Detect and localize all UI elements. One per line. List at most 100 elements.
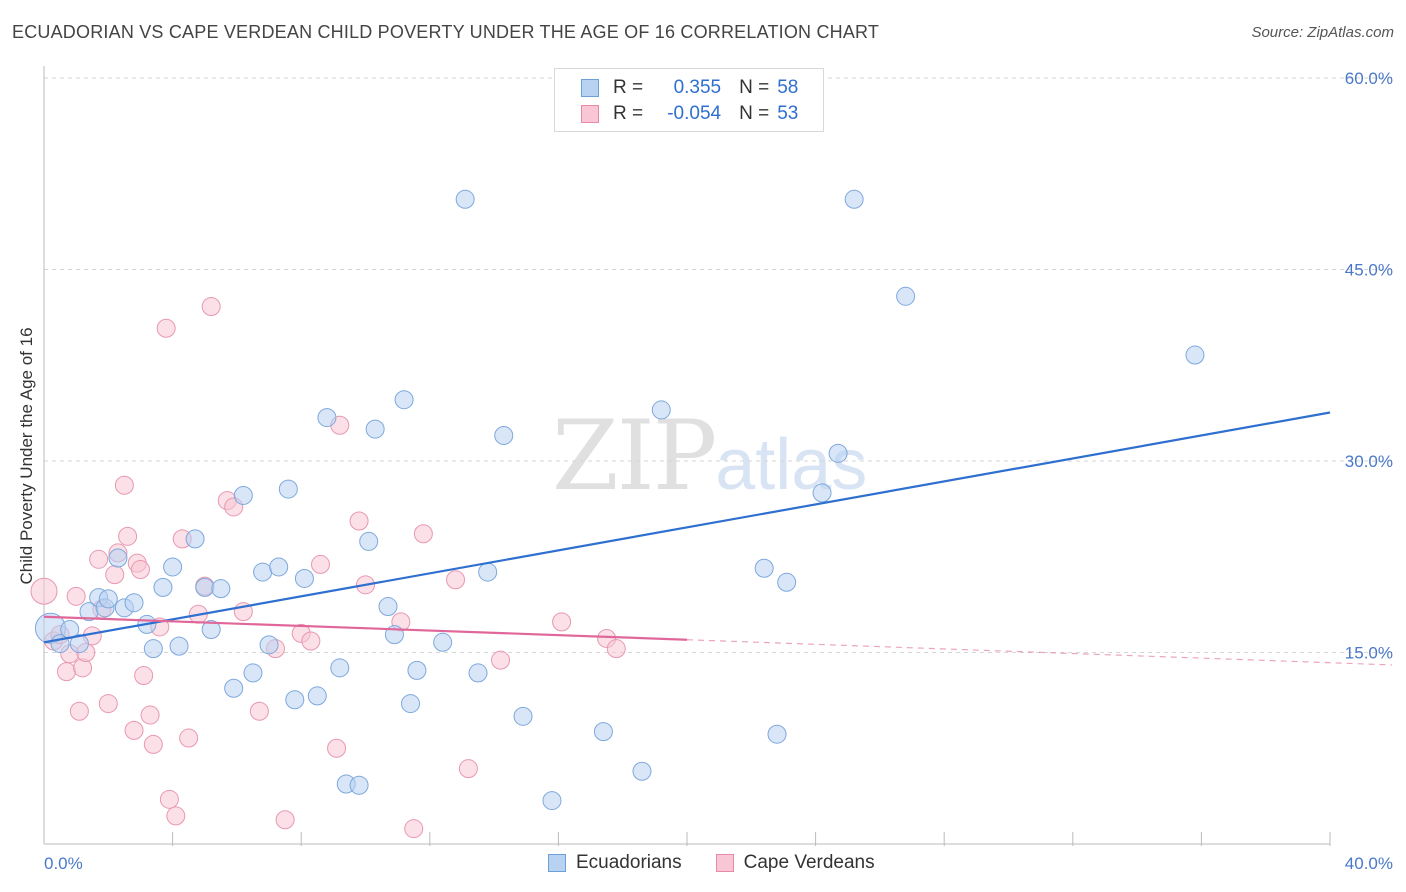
legend-row-ecuadorians: R = 0.355 N = 58 (581, 75, 798, 101)
cape-verdean-point (552, 612, 572, 632)
x-tick-label: 40.0% (1345, 854, 1393, 873)
cape-verdeans-points (30, 297, 626, 839)
series-legend-label: Cape Verdeans (743, 852, 875, 873)
cape-verdean-point (66, 586, 86, 606)
cape-verdean-point (413, 524, 433, 544)
legend-n-label: N = (739, 103, 770, 124)
cape-verdean-point (140, 705, 160, 725)
y-tick-label: 15.0% (1345, 644, 1393, 663)
ecuadorian-point (812, 483, 832, 503)
cape-verdean-point (98, 694, 118, 714)
ecuadorian-point (593, 722, 613, 742)
cape-verdean-point (179, 728, 199, 748)
series-legend-label: Ecuadorians (576, 852, 682, 873)
cape-verdean-point (118, 526, 138, 546)
cape-verdean-point (130, 560, 150, 580)
ecuadorian-point (201, 620, 221, 640)
cape-verdean-point (249, 701, 269, 721)
ecuadorian-point (269, 557, 289, 577)
cape-verdean-point (89, 549, 109, 569)
axes (43, 66, 1330, 845)
ecuadorian-point (468, 663, 488, 683)
x-ticks (172, 832, 1331, 846)
ecuadorian-point (407, 660, 427, 680)
ecuadorian-point (365, 419, 385, 439)
ecuadorian-point (828, 443, 848, 463)
ecuadorian-point (513, 706, 533, 726)
ecuadorian-point (401, 694, 421, 714)
cape-verdean-point (301, 631, 321, 651)
ecuadorian-point (330, 658, 350, 678)
ecuadorian-point (754, 558, 774, 578)
legend-row-cape-verdeans: R = -0.054 N = 53 (581, 101, 798, 127)
tick-labels: 15.0% 30.0% 45.0% 60.0% 0.0% 40.0% (44, 69, 1393, 873)
ecuadorian-point (651, 400, 671, 420)
legend-n-value: 53 (777, 103, 799, 124)
series-legend-ecuadorians[interactable]: Ecuadorians (548, 852, 682, 874)
cape-verdean-point (327, 738, 347, 758)
ecuadorian-point (153, 577, 173, 597)
legend-swatch-blue (581, 79, 599, 97)
cape-verdean-point (491, 650, 511, 670)
series-legend: Ecuadorians Cape Verdeans (548, 852, 909, 874)
ecuadorian-point (253, 562, 273, 582)
ecuadorian-point (317, 408, 337, 428)
series-legend-cape-verdeans[interactable]: Cape Verdeans (715, 852, 875, 874)
ecuadorian-point (896, 286, 916, 306)
legend-n-value: 58 (777, 77, 799, 98)
cape-verdean-point (310, 554, 330, 574)
watermark-zip: ZIP (552, 400, 717, 512)
ecuadorian-point (185, 529, 205, 549)
cape-verdean-point (458, 759, 478, 779)
ecuadorian-point (278, 479, 298, 499)
ecuadorians-trend-line (43, 411, 1331, 644)
legend-r-label: R = (613, 77, 644, 98)
watermark: ZIPatlas (552, 400, 867, 512)
ecuadorian-point (777, 572, 797, 592)
ecuadorian-point (1185, 345, 1205, 365)
ecuadorian-point (767, 724, 787, 744)
legend-swatch-blue (548, 854, 566, 872)
legend-n-label: N = (739, 77, 770, 98)
ecuadorian-point (233, 485, 253, 505)
ecuadorian-point (163, 557, 183, 577)
ecuadorian-point (542, 791, 562, 811)
ecuadorian-point (169, 636, 189, 656)
ecuadorian-point (243, 663, 263, 683)
chart-title: ECUADORIAN VS CAPE VERDEAN CHILD POVERTY… (12, 22, 880, 42)
ecuadorian-point (195, 577, 215, 597)
cape-verdean-point (201, 297, 221, 317)
cape-verdean-point (69, 701, 89, 721)
cape-verdean-point (30, 577, 58, 605)
ecuadorian-point (143, 639, 163, 659)
grid-lines (44, 77, 1392, 653)
ecuadorian-point (478, 562, 498, 582)
ecuadorian-point (124, 593, 144, 613)
ecuadorian-point (98, 589, 118, 609)
ecuadorian-point (378, 597, 398, 617)
legend-swatch-pink (715, 854, 734, 872)
cape-verdean-point (105, 565, 125, 585)
cape-verdean-point (166, 806, 186, 826)
legend-r-value: -0.054 (667, 103, 722, 124)
ecuadorian-point (211, 579, 231, 599)
y-tick-label: 60.0% (1345, 69, 1393, 88)
ecuadorian-point (394, 390, 414, 410)
y-tick-label: 45.0% (1345, 261, 1393, 280)
cape-verdean-point (114, 475, 134, 495)
cape-verdean-point (73, 658, 93, 678)
cape-verdean-point (404, 819, 424, 839)
ecuadorian-point (494, 425, 514, 445)
cape-verdeans-trend-extension (686, 639, 1393, 666)
ecuadorian-point (69, 634, 89, 654)
ecuadorian-point (108, 548, 128, 568)
ecuadorian-point (359, 531, 379, 551)
cape-verdean-point (143, 734, 163, 754)
ecuadorian-point (349, 775, 369, 795)
ecuadorian-point (844, 189, 864, 209)
trend-lines (43, 411, 1393, 666)
ecuadorian-point (307, 686, 327, 706)
cape-verdean-point (57, 662, 77, 682)
cape-verdean-point (275, 810, 295, 830)
